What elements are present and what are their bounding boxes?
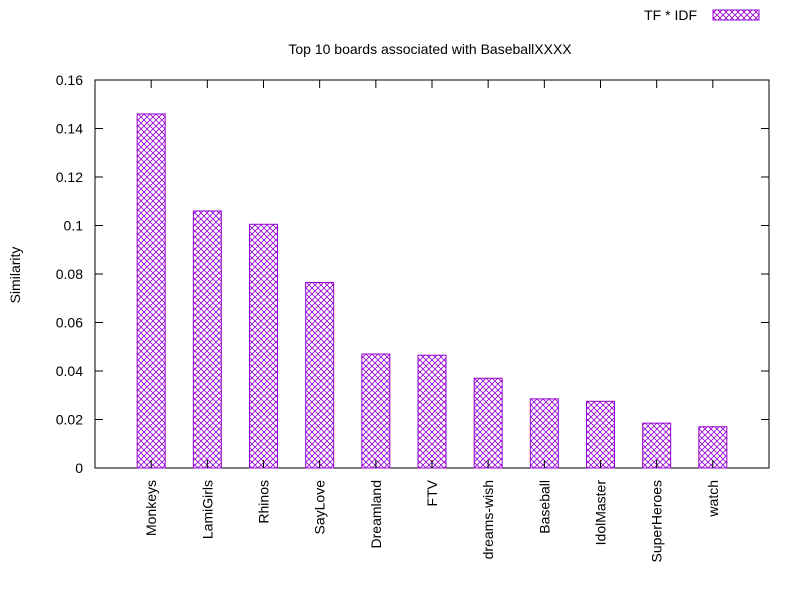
x-tick-label: SayLove	[312, 480, 328, 535]
y-tick-label: 0.06	[56, 315, 83, 331]
x-tick-label: Rhinos	[256, 480, 272, 524]
chart-title: Top 10 boards associated with BaseballXX…	[288, 41, 572, 57]
x-tick-label: watch	[705, 480, 721, 518]
y-tick-label: 0.08	[56, 266, 83, 282]
x-tick-label: Dreamland	[368, 480, 384, 548]
bar-baseball	[529, 398, 559, 469]
y-tick-label: 0.14	[56, 121, 83, 137]
legend-label: TF * IDF	[644, 7, 697, 23]
y-tick-label: 0.16	[56, 72, 83, 88]
bar-saylove	[305, 281, 335, 469]
y-tick-label: 0.1	[64, 218, 84, 234]
bars	[136, 113, 728, 469]
y-axis-label: Similarity	[7, 247, 23, 304]
x-tick-label: Baseball	[536, 480, 552, 534]
bar-lamigirls	[192, 210, 222, 469]
x-tick-label: FTV	[424, 479, 440, 506]
x-tick-label: IdolMaster	[593, 480, 609, 546]
y-tick-label: 0.04	[56, 363, 83, 379]
x-tick-label: SuperHeroes	[649, 480, 665, 563]
x-tick-label: LamiGirls	[199, 480, 215, 539]
y-tick-label: 0.02	[56, 412, 83, 428]
x-tick-label: dreams-wish	[480, 480, 496, 559]
bar-dreamland	[361, 353, 391, 469]
legend-swatch	[712, 9, 760, 21]
bar-monkeys	[136, 113, 166, 469]
legend: TF * IDF	[644, 7, 760, 23]
y-tick-label: 0.12	[56, 169, 83, 185]
bar-dreams-wish	[473, 377, 503, 469]
bar-idolmaster	[586, 400, 615, 469]
bar-rhinos	[249, 223, 278, 469]
x-axis: Monkeys LamiGirls Rhinos SayLove Dreamland FT…	[143, 80, 721, 563]
bar-ftv	[417, 354, 447, 469]
x-tick-label: Monkeys	[143, 480, 159, 536]
y-tick-label: 0	[75, 460, 83, 476]
y-axis: 0 0.02 0.04 0.06 0.08 0.1 0.12 0.14 0.16	[56, 72, 769, 476]
